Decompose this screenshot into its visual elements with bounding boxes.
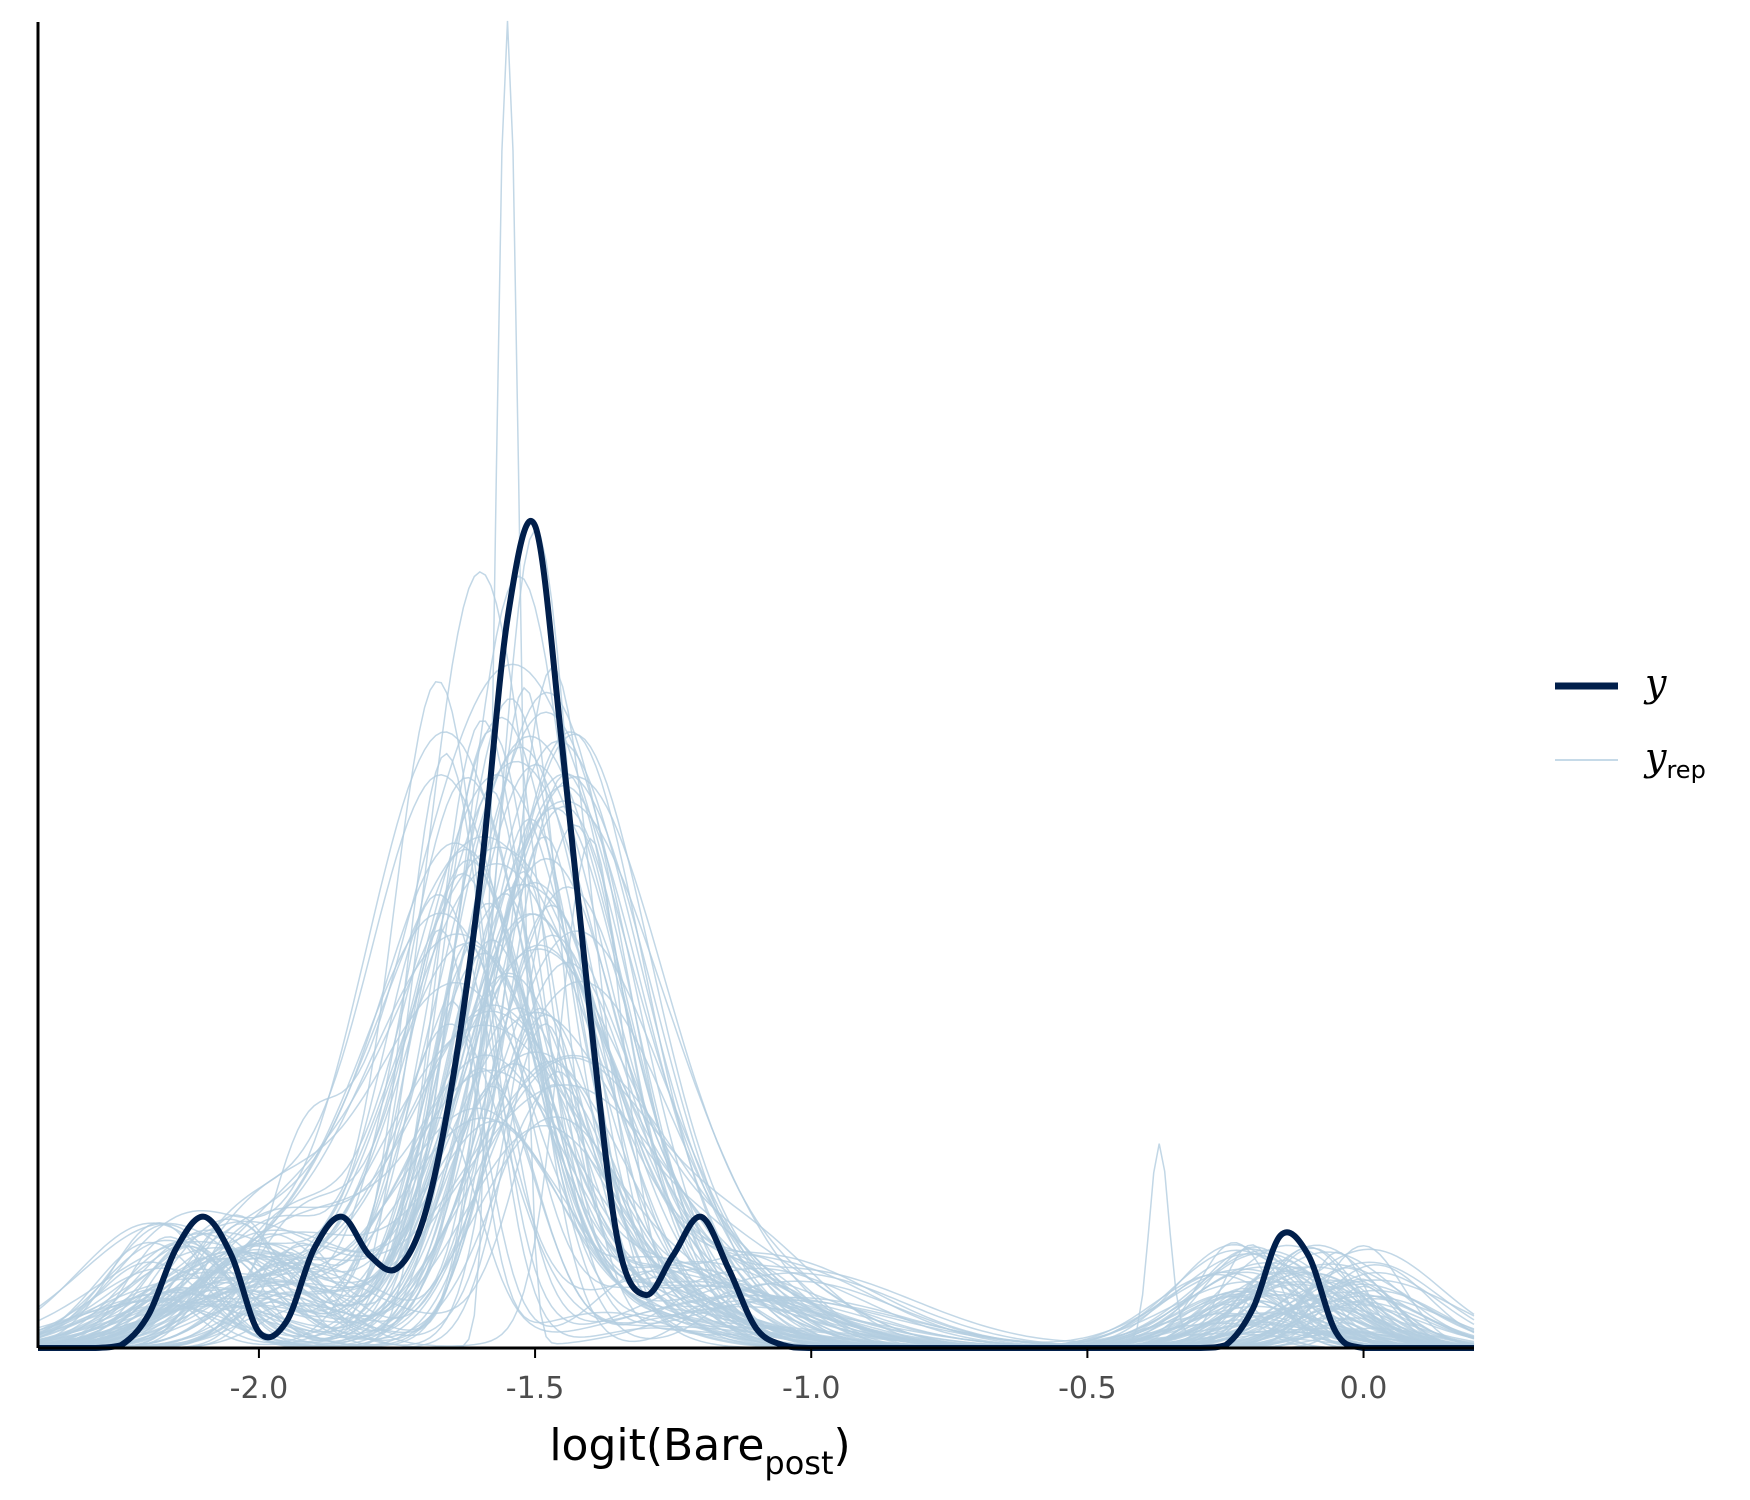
x-tick-label: -1.5 <box>506 1371 565 1406</box>
x-axis-title-sub: post <box>764 1444 833 1482</box>
x-tick-label: 0.0 <box>1340 1371 1388 1406</box>
rep-curve <box>37 1084 1474 1349</box>
rep-curve <box>38 763 1474 1349</box>
rep-curve <box>38 859 1475 1349</box>
legend-label-yrep-sub: rep <box>1666 756 1705 784</box>
legend-label-yrep-main: y <box>1643 735 1667 779</box>
x-tick-label: -1.0 <box>782 1371 841 1406</box>
x-axis-title-suffix: ) <box>834 1420 851 1471</box>
rep-curve <box>37 835 1474 1349</box>
x-axis-title-main: logit(Bare <box>549 1420 764 1471</box>
rep-curve <box>37 870 1475 1349</box>
rep-curve <box>38 773 1474 1349</box>
rep-curve <box>38 740 1475 1349</box>
rep-curve <box>38 20 1475 1349</box>
rep-curve <box>37 731 1475 1349</box>
rep-curve <box>37 760 1474 1349</box>
rep-curve <box>38 800 1475 1349</box>
x-ticks: -2.0 -1.5 -1.0 -0.5 0.0 <box>230 1348 1388 1406</box>
rep-curve <box>37 912 1475 1349</box>
x-tick-label: -2.0 <box>230 1371 289 1406</box>
rep-curve <box>37 1007 1475 1349</box>
rep-curve <box>38 883 1475 1349</box>
rep-curve <box>38 570 1475 1349</box>
x-tick-label: -0.5 <box>1058 1371 1117 1406</box>
x-axis-title: logit(Barepost) <box>549 1420 850 1482</box>
rep-curve <box>37 575 1475 1349</box>
legend-label-yrep: yrep <box>1643 735 1706 784</box>
rep-curves <box>37 20 1475 1349</box>
legend: y yrep <box>1555 661 1706 784</box>
legend-label-y: y <box>1643 661 1667 705</box>
